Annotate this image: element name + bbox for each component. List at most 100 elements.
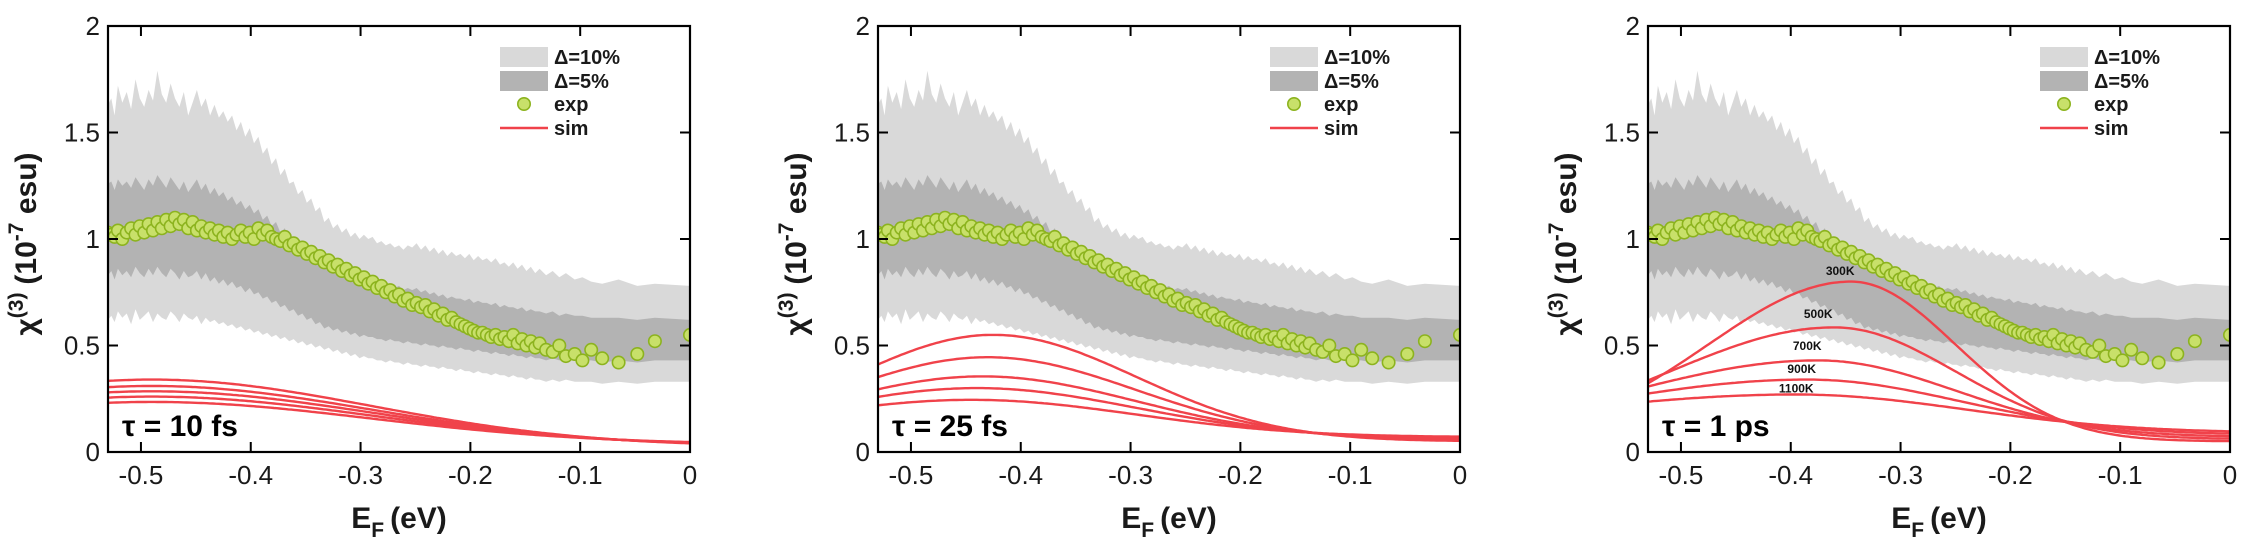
chart-panel-1: -0.5 -0.4 -0.3 -0.2 -0.1 0 0 0.5 1 1.5 2 EF (eV) χ(3)… xyxy=(5,11,697,542)
tau-label: τ = 25 fs xyxy=(892,410,1008,443)
x-tick-label: -0.1 xyxy=(1328,460,1373,490)
y-tick-label: 1.5 xyxy=(834,118,870,148)
exp-point xyxy=(584,342,599,357)
exp-point xyxy=(2092,338,2107,353)
y-axis-label: χ(3) (10-7 esu) xyxy=(5,152,43,335)
tau-label: τ = 10 fs xyxy=(122,410,238,443)
legend-label-band5: Δ=5% xyxy=(554,71,609,93)
temp-label: 500K xyxy=(1804,307,1833,321)
exp-point xyxy=(2124,342,2139,357)
legend-label-band10: Δ=10% xyxy=(2094,47,2160,69)
y-label-main: χ xyxy=(780,318,813,336)
exp-point xyxy=(2170,346,2185,361)
x-tick-label: -0.2 xyxy=(1988,460,2033,490)
x-tick-label: 0 xyxy=(2223,460,2237,490)
exp-point xyxy=(611,355,626,370)
exp-point xyxy=(552,338,567,353)
exp-point xyxy=(1345,353,1360,368)
x-tick-label: -0.5 xyxy=(1659,460,1704,490)
sim-curve-5 xyxy=(108,400,690,444)
temp-label: 700K xyxy=(1793,339,1822,353)
exp-point xyxy=(1453,327,1460,342)
exp-point xyxy=(1354,342,1369,357)
legend-label-sim: sim xyxy=(2094,118,2128,140)
y-tick-label: 0.5 xyxy=(834,331,870,361)
band-5pct xyxy=(1648,175,2230,363)
exp-point xyxy=(1322,338,1337,353)
x-tick-label: -0.4 xyxy=(998,460,1043,490)
y-tick-label: 1 xyxy=(86,224,100,254)
x-axis-label: EF (eV) xyxy=(351,502,447,542)
exp-point xyxy=(2135,351,2150,366)
legend-label-exp: exp xyxy=(1324,94,1358,116)
temp-label: 300K xyxy=(1826,264,1855,278)
exp-point xyxy=(1381,355,1396,370)
temp-label: 1100K xyxy=(1779,381,1814,395)
y-label-unit-exp: -7 xyxy=(1545,223,1568,242)
y-tick-label: 0 xyxy=(1626,437,1640,467)
sim-curve-4 xyxy=(1648,378,2230,435)
exp-point xyxy=(575,353,590,368)
exp-point xyxy=(1365,351,1380,366)
x-axis-label: EF (eV) xyxy=(1891,502,1987,542)
exp-point xyxy=(1400,346,1415,361)
sim-curve-3 xyxy=(1648,359,2230,438)
legend-label-exp: exp xyxy=(2094,94,2128,116)
chart-panel-2: -0.5 -0.4 -0.3 -0.2 -0.1 0 0 0.5 1 1.5 2 EF (eV) χ(3)… xyxy=(775,11,1467,542)
legend-label-sim: sim xyxy=(1324,118,1358,140)
legend-marker-exp xyxy=(516,97,531,112)
exp-point xyxy=(1417,334,1432,349)
sim-curve-5 xyxy=(878,398,1460,438)
exp-point xyxy=(2151,355,2166,370)
band-10pct xyxy=(878,70,1460,384)
y-tick-label: 0.5 xyxy=(1604,331,1640,361)
y-tick-label: 1.5 xyxy=(64,118,100,148)
plot-area xyxy=(1648,70,2230,443)
y-label-unit-open: (10 xyxy=(1550,241,1583,284)
legend-swatch-band5 xyxy=(2040,71,2088,91)
tau-label: τ = 1 ps xyxy=(1662,410,1770,443)
legend-swatch-band5 xyxy=(1270,71,1318,91)
band-10pct xyxy=(108,70,690,384)
legend-swatch-band10 xyxy=(2040,47,2088,67)
legend-label-band10: Δ=10% xyxy=(1324,47,1390,69)
chart-panel-3: 300K 500K 700K 900K 1100K -0.5 -0.4 -0.3 -0.2 -0.… xyxy=(1545,11,2237,542)
band-10pct xyxy=(1648,70,2230,384)
x-label-unit: (eV) xyxy=(390,502,447,535)
x-label-sub: F xyxy=(1911,519,1924,542)
plot-area xyxy=(108,70,690,445)
band-5pct xyxy=(878,175,1460,363)
y-label-sup: (3) xyxy=(1545,293,1568,319)
band-5pct xyxy=(108,175,690,363)
x-tick-label: -0.3 xyxy=(1878,460,1923,490)
y-tick-label: 2 xyxy=(856,11,870,41)
x-label-unit: (eV) xyxy=(1930,502,1987,535)
y-tick-label: 0 xyxy=(856,437,870,467)
legend-label-band5: Δ=5% xyxy=(1324,71,1379,93)
x-tick-label: -0.5 xyxy=(889,460,934,490)
sim-curve-5 xyxy=(1648,393,2230,433)
x-label-main: E xyxy=(1121,502,1141,535)
legend-swatch-band10 xyxy=(500,47,548,67)
legend-marker-exp xyxy=(2057,97,2072,112)
plot-area xyxy=(878,70,1460,442)
x-tick-label: -0.3 xyxy=(338,460,383,490)
x-tick-label: -0.1 xyxy=(2098,460,2143,490)
legend-label-exp: exp xyxy=(554,94,588,116)
sim-curve-1 xyxy=(1648,280,2230,443)
x-tick-label: -0.1 xyxy=(558,460,603,490)
y-label-sup: (3) xyxy=(5,293,28,319)
x-label-main: E xyxy=(351,502,371,535)
x-tick-label: -0.4 xyxy=(228,460,273,490)
y-tick-label: 0.5 xyxy=(64,331,100,361)
x-tick-label: -0.4 xyxy=(1768,460,1813,490)
x-label-sub: F xyxy=(1141,519,1154,542)
x-label-sub: F xyxy=(371,519,384,542)
x-axis-label: EF (eV) xyxy=(1121,502,1217,542)
legend-label-sim: sim xyxy=(554,118,588,140)
x-tick-label: -0.3 xyxy=(1108,460,1153,490)
exp-point xyxy=(595,351,610,366)
